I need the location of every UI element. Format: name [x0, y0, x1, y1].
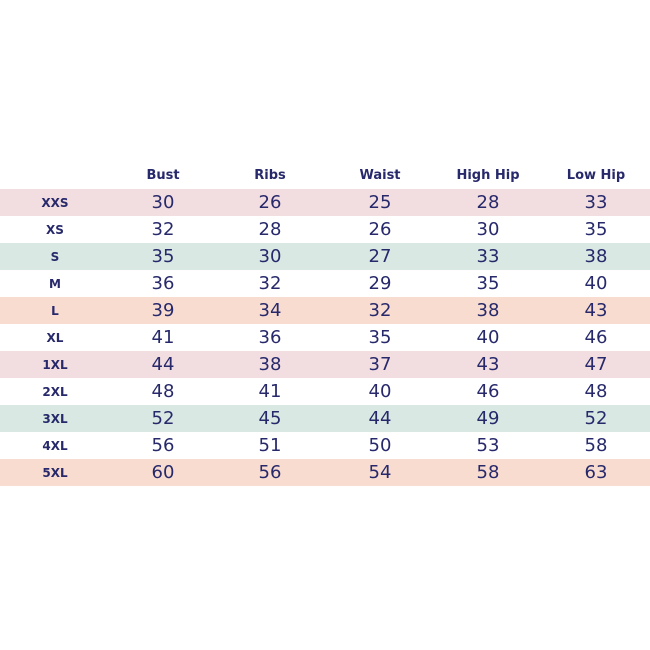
table-row: 1XL 44 38 37 43 47 — [0, 351, 650, 378]
table-cell: 45 — [258, 408, 282, 429]
table-row: M 36 32 29 35 40 — [0, 270, 650, 297]
table-cell: 30 — [151, 192, 175, 213]
table-cell: 27 — [368, 246, 392, 267]
table-cell: 46 — [476, 381, 500, 402]
table-cell: 44 — [151, 354, 175, 375]
column-header-bust: Bust — [146, 167, 180, 183]
table-cell: 43 — [584, 300, 608, 321]
table-cell: 40 — [368, 381, 392, 402]
table-cell: 53 — [476, 435, 500, 456]
table-cell: 52 — [151, 408, 175, 429]
size-label: XS — [46, 222, 64, 237]
table-cell: 47 — [584, 354, 608, 375]
table-cell: 58 — [476, 462, 500, 483]
header-row: Bust Ribs Waist High Hip Low Hip — [0, 162, 650, 188]
size-label: M — [49, 276, 61, 291]
column-header-high-hip: High Hip — [456, 167, 520, 183]
table-cell: 48 — [151, 381, 175, 402]
table-cell: 63 — [584, 462, 608, 483]
table-cell: 56 — [258, 462, 282, 483]
size-chart-table: Bust Ribs Waist High Hip Low Hip XXS 30 26 25 28… — [0, 162, 650, 486]
table-cell: 38 — [584, 246, 608, 267]
table-cell: 46 — [584, 327, 608, 348]
size-label: 3XL — [42, 411, 68, 426]
table-cell: 41 — [258, 381, 282, 402]
table-row: S 35 30 27 33 38 — [0, 243, 650, 270]
table-cell: 36 — [151, 273, 175, 294]
table-row: XXS 30 26 25 28 33 — [0, 189, 650, 216]
table-cell: 33 — [476, 246, 500, 267]
table-cell: 25 — [368, 192, 392, 213]
table-cell: 28 — [476, 192, 500, 213]
size-label: L — [51, 303, 59, 318]
table-cell: 32 — [258, 273, 282, 294]
table-cell: 28 — [258, 219, 282, 240]
table-row: XS 32 28 26 30 35 — [0, 216, 650, 243]
table-cell: 34 — [258, 300, 282, 321]
table-cell: 48 — [584, 381, 608, 402]
table-cell: 26 — [368, 219, 392, 240]
size-label: 4XL — [42, 438, 68, 453]
column-header-waist: Waist — [359, 167, 401, 183]
table-cell: 43 — [476, 354, 500, 375]
size-label: XL — [46, 330, 64, 345]
table-cell: 38 — [258, 354, 282, 375]
table-cell: 51 — [258, 435, 282, 456]
table-cell: 32 — [151, 219, 175, 240]
table-cell: 44 — [368, 408, 392, 429]
table-cell: 41 — [151, 327, 175, 348]
table-row: 4XL 56 51 50 53 58 — [0, 432, 650, 459]
table-cell: 38 — [476, 300, 500, 321]
table-row: 5XL 60 56 54 58 63 — [0, 459, 650, 486]
size-label: XXS — [41, 195, 69, 210]
table-cell: 35 — [476, 273, 500, 294]
column-header-ribs: Ribs — [254, 167, 286, 183]
table-cell: 58 — [584, 435, 608, 456]
size-label: 5XL — [42, 465, 68, 480]
table-cell: 33 — [584, 192, 608, 213]
table-cell: 40 — [476, 327, 500, 348]
table-row: L 39 34 32 38 43 — [0, 297, 650, 324]
table-row: XL 41 36 35 40 46 — [0, 324, 650, 351]
table-cell: 29 — [368, 273, 392, 294]
table-cell: 35 — [584, 219, 608, 240]
table-cell: 37 — [368, 354, 392, 375]
table-cell: 35 — [151, 246, 175, 267]
table-cell: 49 — [476, 408, 500, 429]
table-cell: 56 — [151, 435, 175, 456]
size-label: 1XL — [42, 357, 68, 372]
table-cell: 26 — [258, 192, 282, 213]
table-cell: 54 — [368, 462, 392, 483]
size-label: 2XL — [42, 384, 68, 399]
table-cell: 40 — [584, 273, 608, 294]
table-row: 2XL 48 41 40 46 48 — [0, 378, 650, 405]
table-cell: 39 — [151, 300, 175, 321]
table-cell: 30 — [258, 246, 282, 267]
table-cell: 52 — [584, 408, 608, 429]
table-cell: 60 — [151, 462, 175, 483]
table-cell: 30 — [476, 219, 500, 240]
table-cell: 35 — [368, 327, 392, 348]
table-cell: 50 — [368, 435, 392, 456]
table-cell: 36 — [258, 327, 282, 348]
column-header-low-hip: Low Hip — [566, 167, 626, 183]
table-cell: 32 — [368, 300, 392, 321]
table-row: 3XL 52 45 44 49 52 — [0, 405, 650, 432]
size-label: S — [50, 249, 60, 264]
